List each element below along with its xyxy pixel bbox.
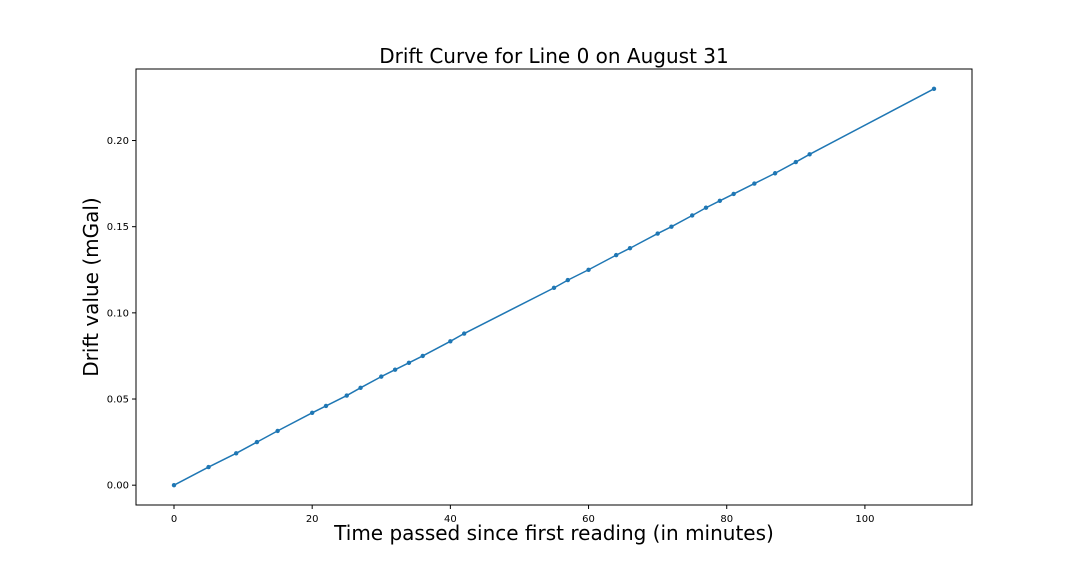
data-point [613, 252, 619, 258]
x-axis-label: Time passed since first reading (in minu… [333, 521, 774, 545]
plot-area: 0 20 40 60 80 100 0.00 0.05 0.10 0.15 0.20 [107, 68, 973, 525]
data-point [323, 403, 329, 409]
data-point [669, 224, 674, 229]
data-point [344, 393, 349, 398]
y-tick-label: 0.20 [107, 136, 129, 147]
data-point [931, 86, 937, 92]
y-tick-label: 0.05 [107, 395, 129, 406]
y-axis-ticks: 0.00 0.05 0.10 0.15 0.20 [107, 136, 136, 492]
plot-frame [135, 68, 973, 506]
data-point [461, 331, 467, 336]
data-point [793, 159, 799, 165]
data-point [752, 181, 757, 186]
data-point [565, 277, 571, 283]
x-tick-label: 40 [444, 514, 457, 525]
y-tick-label: 0.10 [107, 308, 129, 319]
chart-title: Drift Curve for Line 0 on August 31 [379, 44, 728, 68]
data-point [717, 198, 723, 204]
x-axis-ticks: 0 20 40 60 80 100 [171, 505, 874, 525]
data-point [689, 213, 695, 218]
data-point [309, 410, 315, 416]
y-axis-label: Drift value (mGal) [79, 197, 103, 376]
x-tick-label: 20 [306, 514, 319, 525]
x-tick-label: 60 [582, 514, 595, 525]
y-tick-label: 0.00 [107, 481, 129, 492]
data-point [551, 285, 557, 291]
data-point [627, 246, 633, 251]
x-tick-label: 80 [720, 514, 733, 525]
data-point [233, 451, 239, 456]
data-point [275, 428, 280, 434]
data-point [406, 360, 412, 366]
y-tick-label: 0.15 [107, 222, 129, 233]
data-point [420, 353, 425, 359]
x-tick-label: 0 [171, 514, 177, 525]
data-point [655, 231, 660, 236]
data-point [392, 367, 398, 372]
data-point [448, 339, 453, 344]
data-point [772, 171, 778, 176]
data-point [254, 439, 260, 445]
x-tick-label: 100 [855, 514, 874, 525]
series-layer [171, 86, 937, 488]
data-point [731, 191, 736, 197]
data-point [358, 385, 363, 391]
data-point [379, 374, 384, 379]
data-point [807, 152, 812, 157]
data-point [206, 464, 211, 470]
data-point [171, 482, 177, 488]
data-point [586, 267, 591, 272]
data-point [703, 205, 709, 210]
